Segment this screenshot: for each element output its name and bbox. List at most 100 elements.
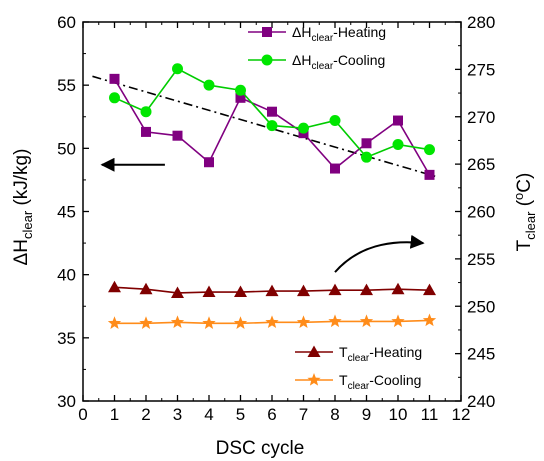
legend-label: Tclear-Cooling [339, 372, 421, 392]
data-point [203, 79, 215, 91]
data-point [391, 282, 405, 295]
legend-label-sub: clear [311, 33, 333, 44]
data-point [170, 315, 185, 329]
x-tick-label: 9 [362, 405, 371, 424]
data-point [391, 314, 405, 328]
legend-item: Tclear-Cooling [295, 372, 421, 392]
x-tick-label: 6 [267, 405, 276, 424]
data-point [330, 163, 340, 174]
data-point [234, 285, 247, 298]
data-point [204, 157, 214, 168]
data-point [109, 73, 120, 84]
left-y-tick-label: 50 [57, 139, 76, 158]
data-point [172, 130, 183, 141]
right-y-tick-label: 245 [467, 345, 495, 364]
series-0 [109, 73, 435, 180]
data-point [267, 106, 277, 117]
x-tick-label: 12 [452, 405, 471, 424]
left-y-tick-label: 55 [57, 76, 76, 95]
data-point [235, 84, 246, 96]
data-point [141, 126, 151, 137]
legend-label-suffix: -Cooling [333, 52, 385, 68]
data-point [265, 315, 279, 329]
right-y-axis-title-sub: clear [523, 211, 538, 240]
legend-label-suffix: -Heating [333, 24, 386, 40]
legend-marker [307, 345, 321, 357]
annotations [100, 157, 425, 273]
data-point [359, 314, 374, 328]
legend-item: ΔHclear-Heating [248, 24, 386, 44]
right-y-axis-title-main: T [514, 239, 535, 251]
data-point [265, 284, 279, 297]
legends: ΔHclear-HeatingΔHclear-CoolingTclear-Hea… [248, 24, 422, 392]
right-y-axis-title-unit-post: C) [514, 173, 535, 193]
x-tick-label: 0 [78, 405, 87, 424]
data-point [328, 314, 342, 328]
data-point [172, 63, 183, 75]
legend-marker [261, 54, 273, 66]
left-y-tick-label: 30 [57, 392, 76, 411]
data-point [202, 285, 216, 298]
legend-label-suffix: -Heating [369, 344, 422, 360]
right-y-tick-label: 240 [467, 392, 495, 411]
data-point [424, 144, 435, 156]
x-tick-label: 11 [421, 405, 439, 424]
right-y-tick-label: 260 [467, 203, 495, 222]
legend-label-main: ΔH [292, 52, 311, 68]
x-tick-label: 2 [141, 405, 150, 424]
data-point [296, 315, 311, 329]
right-y-tick-label: 280 [467, 13, 495, 32]
legend-label-main: T [339, 344, 348, 360]
data-point [108, 280, 121, 293]
right-y-tick-label: 255 [467, 250, 495, 269]
left-y-tick-label: 40 [57, 266, 76, 285]
data-point [360, 283, 373, 296]
data-point [202, 316, 216, 329]
data-point [328, 283, 342, 296]
data-point [392, 139, 404, 151]
series-2 [108, 280, 436, 298]
left-y-tick-label: 35 [57, 329, 76, 348]
legend-marker [307, 373, 321, 386]
x-tick-label: 10 [389, 405, 408, 424]
x-tick-label: 7 [299, 405, 308, 424]
x-tick-label: 3 [173, 405, 182, 424]
series-layer [92, 63, 440, 329]
data-point [266, 120, 278, 132]
data-point [139, 282, 153, 295]
right-y-axis-title: Tclear (oC) [511, 173, 538, 252]
legend-label-main: ΔH [292, 24, 311, 40]
data-point [107, 316, 122, 329]
legend-item: Tclear-Heating [295, 344, 422, 364]
x-tick-label: 8 [330, 405, 339, 424]
data-point [329, 115, 341, 127]
data-point [361, 138, 372, 149]
data-point [233, 316, 248, 329]
x-tick-label: 1 [110, 405, 119, 424]
data-point [139, 316, 153, 329]
legend-label-sub: clear [348, 381, 370, 392]
legend-label: ΔHclear-Heating [292, 24, 386, 44]
legend-label-sub: clear [311, 61, 333, 72]
legend-marker [262, 27, 272, 37]
legend-label-sub: clear [348, 353, 370, 364]
x-tick-label: 5 [236, 405, 245, 424]
left-y-axis-title-main: ΔH [11, 239, 32, 265]
right-y-tick-label: 250 [467, 297, 495, 316]
data-point [361, 151, 372, 163]
left-y-axis-title-unit: (kJ/kg) [11, 149, 32, 211]
data-point [109, 92, 120, 104]
series-1 [109, 63, 435, 163]
legend-label: Tclear-Heating [339, 344, 422, 364]
data-point [171, 286, 184, 298]
series-3 [107, 313, 437, 329]
arrow-to-right-axis [334, 234, 425, 273]
legend-label-main: T [339, 372, 348, 388]
left-y-tick-label: 60 [57, 13, 76, 32]
data-point [297, 284, 310, 297]
right-y-tick-label: 265 [467, 155, 495, 174]
legend-item: ΔHclear-Cooling [248, 52, 385, 72]
